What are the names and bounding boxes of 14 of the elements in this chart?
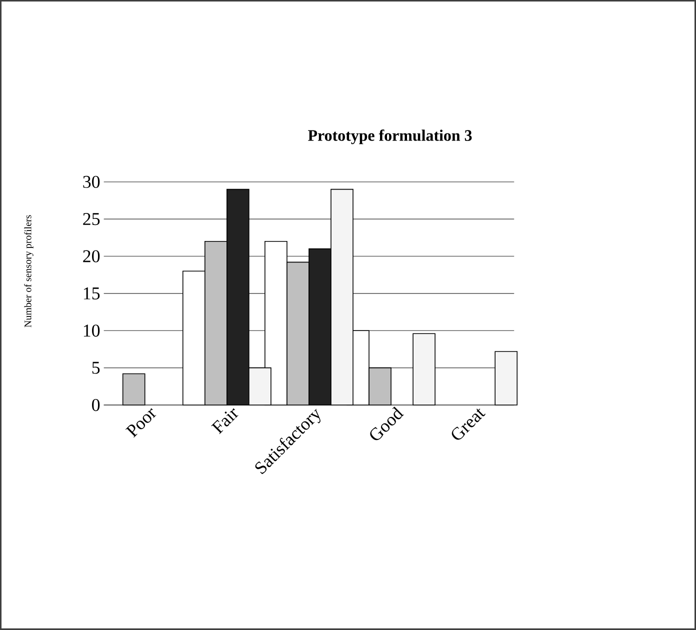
chart-title: Prototype formulation 3 xyxy=(308,130,472,144)
y-tick-label: 20 xyxy=(83,250,100,262)
y-tick-label: 25 xyxy=(83,213,100,226)
y-tick-label: 15 xyxy=(84,287,100,300)
bar xyxy=(494,351,518,406)
y-axis-title: Number of sensory profilers xyxy=(24,215,34,328)
x-tick-label: Fair xyxy=(211,408,238,434)
x-tick-label: Poor xyxy=(125,408,156,438)
bar xyxy=(122,373,146,406)
y-tick-label: 0 xyxy=(92,399,100,412)
y-tick-label: 5 xyxy=(92,362,100,374)
y-tick-label: 10 xyxy=(84,324,100,337)
bar xyxy=(412,333,436,406)
y-tick-label: 30 xyxy=(83,176,100,188)
